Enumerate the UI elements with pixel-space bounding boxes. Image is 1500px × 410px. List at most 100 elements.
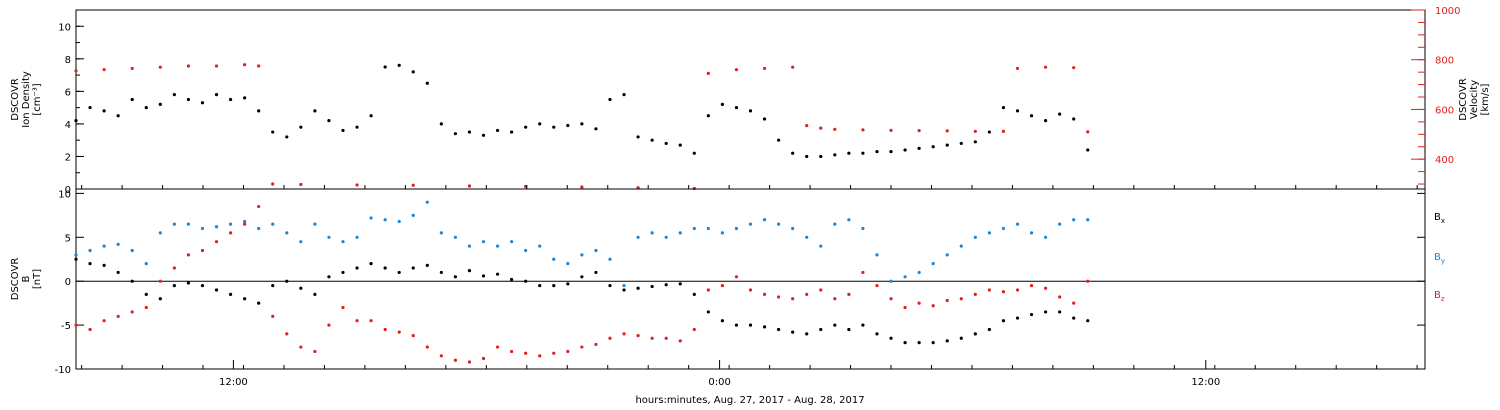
bz-point [847, 292, 851, 296]
density-point [355, 125, 359, 129]
by-point [608, 257, 612, 261]
density-point [720, 102, 724, 106]
by-point [1086, 218, 1090, 222]
bx-point [580, 275, 584, 279]
density-point [425, 81, 429, 85]
bx-point [636, 286, 640, 290]
velocity-point [580, 185, 584, 189]
bx-point [706, 310, 710, 314]
density-point [987, 130, 991, 134]
velocity-point [355, 183, 359, 187]
bz-point [341, 305, 345, 310]
density-point [650, 138, 654, 142]
bz-point [791, 297, 795, 301]
left-y-label-line: Ion Density [21, 71, 32, 128]
velocity-point [214, 64, 219, 68]
density-point [917, 146, 921, 150]
bz-point [608, 336, 612, 340]
by-point [552, 257, 556, 261]
density-point [467, 130, 472, 134]
density-point [622, 93, 626, 97]
by-point [664, 235, 668, 239]
bx-point [833, 323, 837, 327]
bx-point [243, 297, 247, 301]
density-point [481, 133, 486, 137]
by-point [214, 225, 219, 229]
bx-point [102, 263, 106, 267]
by-point [959, 244, 963, 248]
bottom-y-label: DSCOVR B [nT] [10, 258, 43, 301]
by-point [903, 275, 907, 279]
by-point [383, 218, 387, 222]
right-y-tick-label: 600 [1435, 105, 1454, 116]
by-point [833, 222, 837, 226]
velocity-point [102, 68, 106, 72]
by-point [1001, 226, 1006, 231]
bx-point [791, 330, 795, 334]
x-tick-label: 12:00 [1191, 377, 1220, 388]
by-point [313, 222, 317, 226]
density-point [706, 114, 710, 118]
by-point [1015, 222, 1020, 226]
bz-point [889, 297, 893, 301]
bz-point [931, 304, 935, 308]
left-y-tick-label: 8 [65, 55, 71, 66]
bx-point [552, 283, 556, 288]
density-point [608, 97, 612, 102]
bz-point [327, 323, 331, 327]
left-y-tick-label: 6 [65, 87, 71, 98]
bz-point [945, 298, 949, 303]
bx-point [144, 292, 148, 296]
by-point [1072, 218, 1076, 222]
by-point [341, 240, 345, 244]
density-point [383, 65, 387, 69]
bx-point [819, 327, 823, 332]
bx-point [130, 279, 134, 283]
density-point [74, 119, 78, 123]
density-point [777, 138, 781, 142]
density-point [1058, 112, 1062, 116]
bz-point [299, 345, 303, 349]
density-point [411, 70, 415, 74]
density-point [931, 145, 935, 149]
density-point [833, 153, 837, 157]
by-point [467, 244, 472, 248]
velocity-point [1072, 66, 1076, 70]
velocity-point [1043, 65, 1048, 69]
bx-point [200, 283, 205, 288]
bz-point [706, 288, 710, 292]
by-point [271, 222, 275, 226]
bx-point [411, 266, 415, 270]
bz-point [495, 345, 500, 349]
density-point [524, 125, 528, 129]
bz-point [1015, 288, 1020, 292]
density-point [903, 148, 907, 152]
density-point [1001, 106, 1006, 110]
by-point [510, 240, 514, 244]
bx-point [397, 270, 401, 275]
by-point [144, 262, 148, 266]
by-point [777, 222, 781, 226]
bz-point [734, 275, 739, 279]
bz-point [720, 283, 724, 288]
density-point [1043, 119, 1048, 123]
top-plot-frame [75, 9, 1426, 190]
bx-point [973, 332, 977, 336]
bx-point [172, 283, 176, 288]
bz-point [453, 358, 458, 362]
bx-point [1072, 316, 1076, 320]
bz-point [130, 310, 134, 314]
bz-point [861, 270, 865, 275]
bx-point [678, 282, 682, 286]
bx-point [116, 270, 120, 275]
bz-point [200, 248, 205, 253]
by-point [285, 231, 289, 235]
bx-point [1043, 310, 1048, 314]
bx-point [453, 275, 458, 279]
bx-point [903, 341, 907, 345]
bz-point [172, 266, 176, 270]
bz-point [777, 295, 781, 299]
bz-point [243, 222, 247, 226]
density-point [791, 151, 795, 155]
velocity-point [467, 184, 472, 188]
